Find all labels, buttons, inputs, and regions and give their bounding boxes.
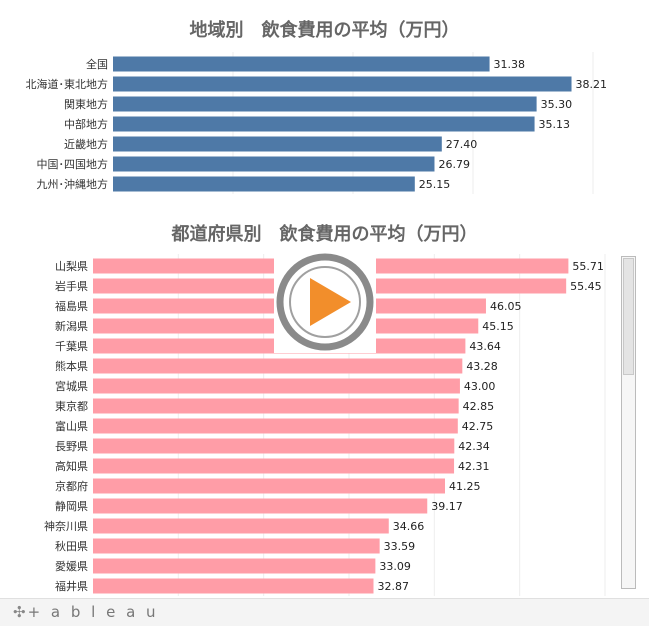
category-label: 新潟県: [55, 319, 88, 333]
category-label: 関東地方: [64, 97, 108, 111]
data-label: 43.00: [464, 380, 496, 393]
tableau-logo-icon: ✣: [13, 603, 26, 621]
bar[interactable]: [93, 498, 428, 514]
bar[interactable]: [93, 398, 459, 414]
category-label: 東京都: [55, 399, 88, 413]
category-label: 山梨県: [55, 259, 88, 273]
data-label: 25.15: [419, 178, 451, 191]
data-label: 42.34: [458, 440, 490, 453]
category-label: 京都府: [55, 479, 88, 493]
bar[interactable]: [93, 418, 458, 434]
data-label: 34.66: [393, 520, 425, 533]
data-label: 39.17: [431, 500, 463, 513]
data-label: 33.59: [384, 540, 416, 553]
bar[interactable]: [93, 458, 455, 474]
data-label: 45.15: [482, 320, 514, 333]
category-label: 福島県: [55, 299, 88, 313]
bar[interactable]: [113, 56, 490, 72]
data-label: 43.64: [469, 340, 501, 353]
category-label: 近畿地方: [64, 137, 108, 151]
category-label: 千葉県: [55, 339, 88, 353]
data-label: 27.40: [446, 138, 478, 151]
tableau-brand-text: + a b l e a u: [27, 603, 159, 621]
data-label: 35.30: [541, 98, 573, 111]
play-button[interactable]: [274, 251, 376, 353]
bar[interactable]: [93, 578, 374, 594]
data-label: 46.05: [490, 300, 521, 313]
bar[interactable]: [93, 378, 460, 394]
scrollbar-thumb[interactable]: [623, 258, 634, 375]
bar[interactable]: [113, 116, 535, 132]
category-label: 富山県: [55, 419, 88, 433]
category-label: 福井県: [55, 579, 88, 593]
regional-chart-title: 地域別 飲食費用の平均（万円）: [189, 20, 460, 41]
bar[interactable]: [93, 558, 376, 574]
data-label: 35.13: [539, 118, 571, 131]
data-label: 42.85: [463, 400, 495, 413]
category-label: 長野県: [55, 440, 88, 453]
bar[interactable]: [113, 76, 572, 92]
regional-bar-chart: 全国 31.38 北海道･東北地方 38.21 関東地方 35.30 中部地方 35.13 近畿…: [26, 52, 608, 194]
data-label: 31.38: [494, 58, 526, 71]
category-label: 中国･四国地方: [37, 157, 109, 171]
data-label: 38.21: [576, 78, 608, 91]
bar[interactable]: [93, 518, 389, 534]
category-label: 北海道･東北地方: [26, 77, 109, 91]
data-label: 55.71: [572, 260, 604, 273]
data-label: 43.28: [466, 360, 498, 373]
category-label: 静岡県: [55, 499, 88, 513]
bar[interactable]: [93, 538, 380, 554]
category-label: 全国: [86, 57, 108, 71]
category-label: 熊本県: [55, 359, 88, 373]
category-label: 九州･沖縄地方: [37, 177, 109, 191]
category-label: 愛媛県: [55, 559, 88, 573]
bar[interactable]: [93, 478, 445, 494]
prefecture-chart-title: 都道府県別 飲食費用の平均（万円）: [171, 224, 478, 245]
bar[interactable]: [113, 156, 435, 172]
category-label: 神奈川県: [44, 519, 88, 533]
category-label: 中部地方: [64, 117, 108, 131]
data-label: 33.09: [379, 560, 411, 573]
play-icon: [276, 253, 374, 351]
data-label: 42.75: [462, 420, 494, 433]
data-label: 32.87: [377, 580, 409, 593]
category-label: 岩手県: [55, 279, 88, 293]
category-label: 高知県: [55, 459, 88, 473]
prefecture-scrollbar[interactable]: [621, 256, 636, 589]
data-label: 55.45: [570, 280, 602, 293]
category-label: 秋田県: [55, 539, 88, 553]
data-label: 41.25: [449, 480, 481, 493]
data-label: 26.79: [438, 158, 470, 171]
bar[interactable]: [113, 176, 415, 192]
footer-bar: ✣ + a b l e a u: [0, 598, 649, 626]
tableau-logo[interactable]: ✣ + a b l e a u: [13, 603, 159, 621]
bar[interactable]: [93, 438, 455, 454]
bar[interactable]: [113, 136, 442, 152]
bar[interactable]: [113, 96, 537, 112]
category-label: 宮城県: [55, 379, 88, 393]
data-label: 42.31: [458, 460, 490, 473]
bar[interactable]: [93, 358, 463, 374]
